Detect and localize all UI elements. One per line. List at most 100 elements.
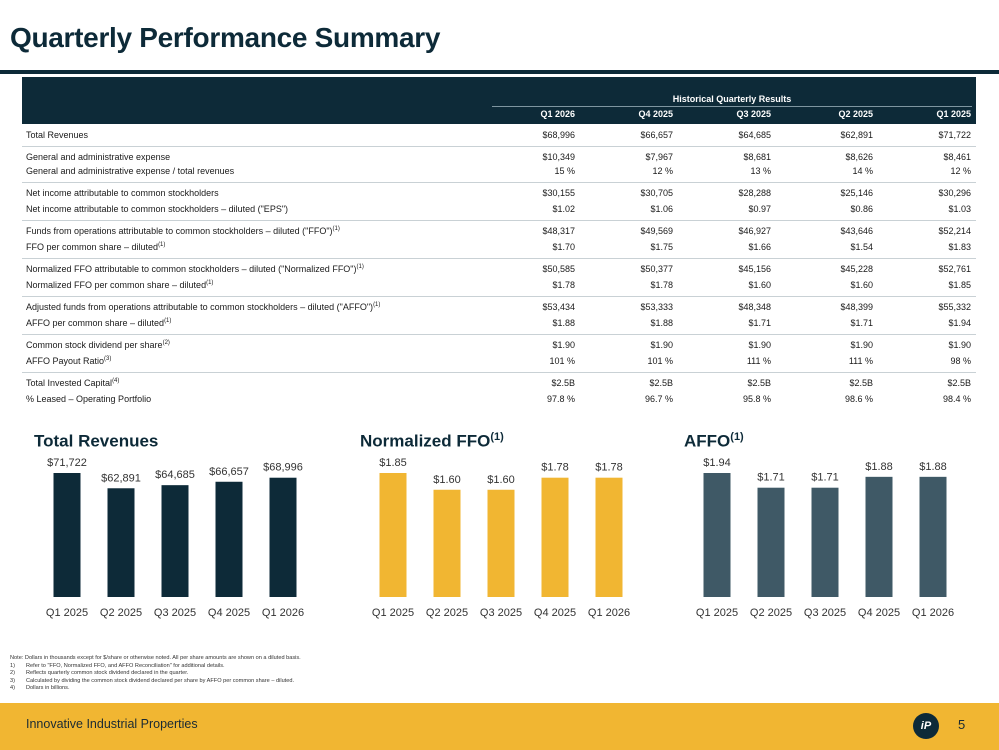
chart-bar	[865, 476, 893, 597]
table-cell: $2.5B	[947, 378, 971, 388]
chart-bar	[487, 489, 515, 597]
x-tick-label: Q1 2025	[46, 607, 88, 619]
table-cell: $1.60	[748, 280, 771, 290]
footnote-intro: Note: Dollars in thousands except for $/…	[10, 655, 301, 661]
footnote-text: Dollars in billions.	[26, 685, 70, 692]
table-row: Normalized FFO attributable to common st…	[22, 264, 976, 278]
table-cell: $1.85	[948, 280, 971, 290]
table-row: AFFO Payout Ratio(3) 101 % 101 % 111 % 111 %…	[22, 356, 976, 370]
footnote-item: 3) Calculated by dividing the common stoc…	[10, 678, 301, 686]
table-cell: $1.90	[552, 340, 575, 350]
row-label-text: General and administrative expense	[26, 152, 171, 162]
chart-bar	[107, 488, 135, 597]
row-label-text: Net income attributable to common stockh…	[26, 188, 219, 198]
table-cell: $2.5B	[849, 378, 873, 388]
bar-value-label: $68,996	[263, 462, 303, 474]
row-label: Normalized FFO attributable to common st…	[26, 264, 364, 274]
row-label: Adjusted funds from operations attributa…	[26, 302, 380, 312]
group-separator	[22, 334, 976, 335]
chart-bar	[919, 476, 947, 597]
bar-value-label: $1.88	[919, 461, 947, 473]
table-cell: $64,685	[738, 130, 771, 140]
table-row: Net income attributable to common stockh…	[22, 204, 976, 218]
table-cell: $1.88	[650, 318, 673, 328]
table-row: AFFO per common share – diluted(1) $1.88 $…	[22, 318, 976, 332]
bar-value-label: $1.85	[379, 457, 407, 469]
table-cell: 101 %	[549, 356, 575, 366]
footnote-number: 4)	[10, 685, 15, 692]
table-cell: 15 %	[554, 166, 575, 176]
table-cell: $1.90	[948, 340, 971, 350]
table-cell: 98.4 %	[942, 394, 971, 404]
row-label-footnote: (2)	[162, 340, 170, 346]
table-cell: $30,155	[542, 188, 575, 198]
table-cell: $8,681	[743, 152, 771, 162]
x-tick-label: Q3 2025	[480, 607, 522, 619]
footnotes: Note: Dollars in thousands except for $/…	[10, 655, 301, 693]
bar-value-label: $64,685	[155, 469, 195, 481]
table-cell: $1.75	[650, 242, 673, 252]
row-label-footnote: (1)	[206, 280, 214, 286]
table-cell: $1.94	[948, 318, 971, 328]
footer-bar: Innovative Industrial Properties iP 5	[0, 703, 999, 750]
table-cell: $8,461	[943, 152, 971, 162]
footnote-item: 2) Reflects quarterly common stock divide…	[10, 670, 301, 678]
table-cell: $48,348	[738, 302, 771, 312]
table-cell: 13 %	[750, 166, 771, 176]
table-row: General and administrative expense / tot…	[22, 166, 976, 180]
chart-bar	[703, 473, 731, 597]
table-cell: $62,891	[840, 130, 873, 140]
row-label-text: Net income attributable to common stockh…	[26, 204, 289, 214]
table-cell: $53,333	[640, 302, 673, 312]
table-cell: 12 %	[652, 166, 673, 176]
row-label-footnote: (1)	[164, 318, 172, 324]
table-cell: 101 %	[647, 356, 673, 366]
table-cell: $66,657	[640, 130, 673, 140]
footnote-number: 3)	[10, 677, 15, 684]
group-separator	[22, 372, 976, 373]
table-cell: $46,927	[738, 226, 771, 236]
table-cell: $48,399	[840, 302, 873, 312]
table-cell: $28,288	[738, 188, 771, 198]
bar-value-label: $1.71	[811, 472, 839, 484]
row-label: Funds from operations attributable to co…	[26, 226, 340, 236]
footnote-item: 4) Dollars in billions.	[10, 685, 301, 693]
bar-value-label: $1.78	[595, 462, 623, 474]
chart-bar	[811, 487, 839, 597]
group-separator	[22, 296, 976, 297]
table-cell: $2.5B	[747, 378, 771, 388]
revenue-chart-title: Total Revenues	[34, 431, 158, 452]
bar-value-label: $1.94	[703, 457, 731, 469]
table-cell: $68,996	[542, 130, 575, 140]
table-cell: 98 %	[950, 356, 971, 366]
table-cell: $2.5B	[551, 378, 575, 388]
column-header: Q2 2025	[838, 109, 873, 119]
table-row: Net income attributable to common stockh…	[22, 188, 976, 202]
revenue-bar-chart: $71,722 Q1 2025 $62,891 Q2 2025 $64,685 Q3 20…	[46, 457, 304, 619]
table-cell: $1.02	[552, 204, 575, 214]
chart-title-sup: (1)	[730, 431, 744, 443]
bar-value-label: $66,657	[209, 466, 249, 478]
row-label-footnote: (1)	[356, 264, 364, 270]
table-cell: $1.90	[850, 340, 873, 350]
x-tick-label: Q2 2025	[100, 607, 142, 619]
footnote-item: 1) Refer to "FFO, Normalized FFO, and AFF…	[10, 663, 301, 671]
column-header: Q1 2025	[936, 109, 971, 119]
chart-bar	[269, 477, 297, 597]
table-header: Historical Quarterly Results Q1 2026 Q4 …	[22, 77, 976, 124]
table-cell: $0.97	[748, 204, 771, 214]
page-title: Quarterly Performance Summary	[10, 22, 441, 53]
table-row: Adjusted funds from operations attributa…	[22, 302, 976, 316]
table-cell: $52,214	[938, 226, 971, 236]
table-cell: $49,569	[640, 226, 673, 236]
table-cell: $53,434	[542, 302, 575, 312]
row-label-text: General and administrative expense / tot…	[26, 166, 235, 176]
footnote-text: Reflects quarterly common stock dividend…	[26, 670, 189, 677]
table-row: % Leased – Operating Portfolio 97.8 % 96.7…	[22, 394, 976, 408]
table-cell: $1.78	[552, 280, 575, 290]
table-cell: $1.71	[850, 318, 873, 328]
page-number: 5	[958, 717, 966, 732]
table-cell: $1.70	[552, 242, 575, 252]
table-cell: $2.5B	[649, 378, 673, 388]
ffo-chart-title: Normalized FFO(1)	[360, 431, 504, 452]
